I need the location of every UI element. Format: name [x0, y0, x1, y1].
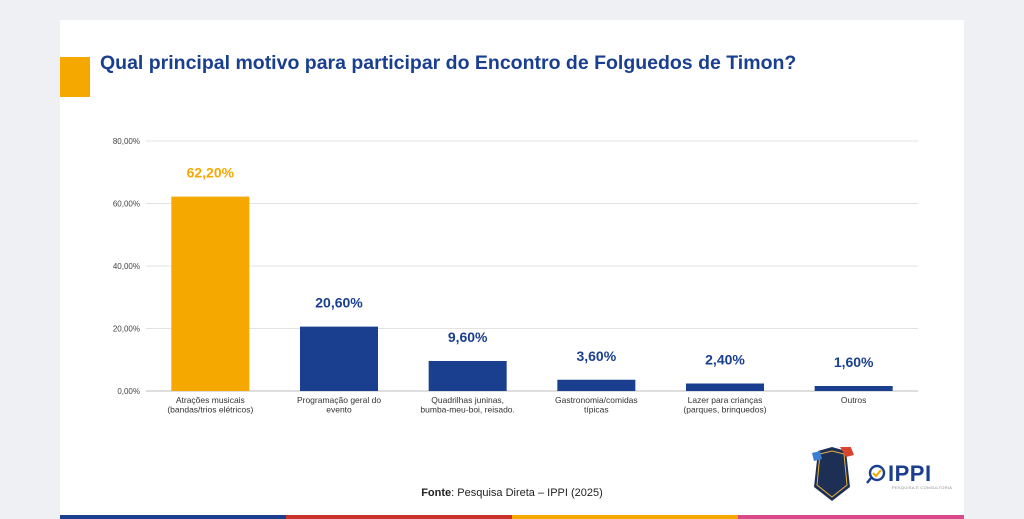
- x-tick-label-line: bumba-meu-boi, reisado.: [420, 405, 514, 415]
- title-accent-bar: [60, 57, 90, 97]
- x-tick-label-line: (bandas/trios elétricos): [167, 405, 253, 415]
- ippi-logo: IPPI: [866, 458, 932, 490]
- x-tick-label: Gastronomia/comidas típicas: [555, 395, 638, 415]
- bar: [686, 383, 764, 391]
- x-tick-label: Lazer para crianças (parques, brinquedos): [683, 395, 766, 415]
- source-label: Fonte: [421, 487, 452, 499]
- x-tick-label-line: Programação geral do: [297, 395, 381, 405]
- ippi-mark-icon: [866, 464, 886, 484]
- x-tick-label-line: evento: [326, 405, 352, 415]
- y-tick-label: 0,00%: [117, 387, 140, 396]
- ippi-tagline: PESQUISA E CONSULTORIA: [892, 485, 953, 490]
- x-tick-label-line: Gastronomia/comidas: [555, 395, 638, 405]
- x-tick-label-line: típicas: [584, 405, 609, 415]
- slide: Qual principal motivo para participar do…: [60, 20, 964, 519]
- bar: [171, 196, 250, 391]
- x-tick-label-line: Lazer para crianças: [688, 395, 763, 405]
- x-tick-label-line: Quadrilhas juninas,: [431, 395, 504, 405]
- chart-title: Qual principal motivo para participar do…: [100, 52, 797, 74]
- y-tick-label: 20,00%: [113, 325, 140, 334]
- data-label: 1,60%: [834, 354, 874, 370]
- source-text: : Pesquisa Direta – IPPI (2025): [451, 487, 603, 499]
- data-label: 3,60%: [576, 348, 616, 364]
- x-tick-label-line: Outros: [841, 395, 867, 405]
- bar: [428, 361, 507, 391]
- bar: [300, 326, 378, 391]
- data-label: 2,40%: [705, 352, 745, 368]
- ippi-name: IPPI: [888, 461, 932, 486]
- bottom-color-stripe: [60, 515, 964, 519]
- y-tick-label: 60,00%: [113, 200, 140, 209]
- x-tick-label: Outros: [841, 395, 867, 405]
- folguedos-badge-icon: [812, 447, 854, 501]
- data-label: 62,20%: [187, 165, 235, 181]
- bar: [557, 379, 636, 391]
- x-tick-label-line: (parques, brinquedos): [683, 405, 766, 415]
- y-tick-label: 40,00%: [113, 262, 140, 271]
- x-tick-label: Quadrilhas juninas, bumba-meu-boi, reisad…: [420, 395, 514, 415]
- bar: [814, 386, 893, 391]
- x-tick-label-line: Atrações musicais: [176, 395, 245, 405]
- data-label: 9,60%: [448, 329, 488, 345]
- y-tick-label: 80,00%: [113, 137, 140, 146]
- bar-chart: 0,00% 20,00% 40,00% 60,00% 80,00% 62,20% Atraç…: [113, 137, 918, 415]
- x-tick-label: Atrações musicais (bandas/trios elétricos…: [167, 395, 253, 415]
- data-label: 20,60%: [315, 295, 363, 311]
- source-note: Fonte: Pesquisa Direta – IPPI (2025): [60, 487, 964, 499]
- x-tick-label: Programação geral do evento: [297, 395, 381, 415]
